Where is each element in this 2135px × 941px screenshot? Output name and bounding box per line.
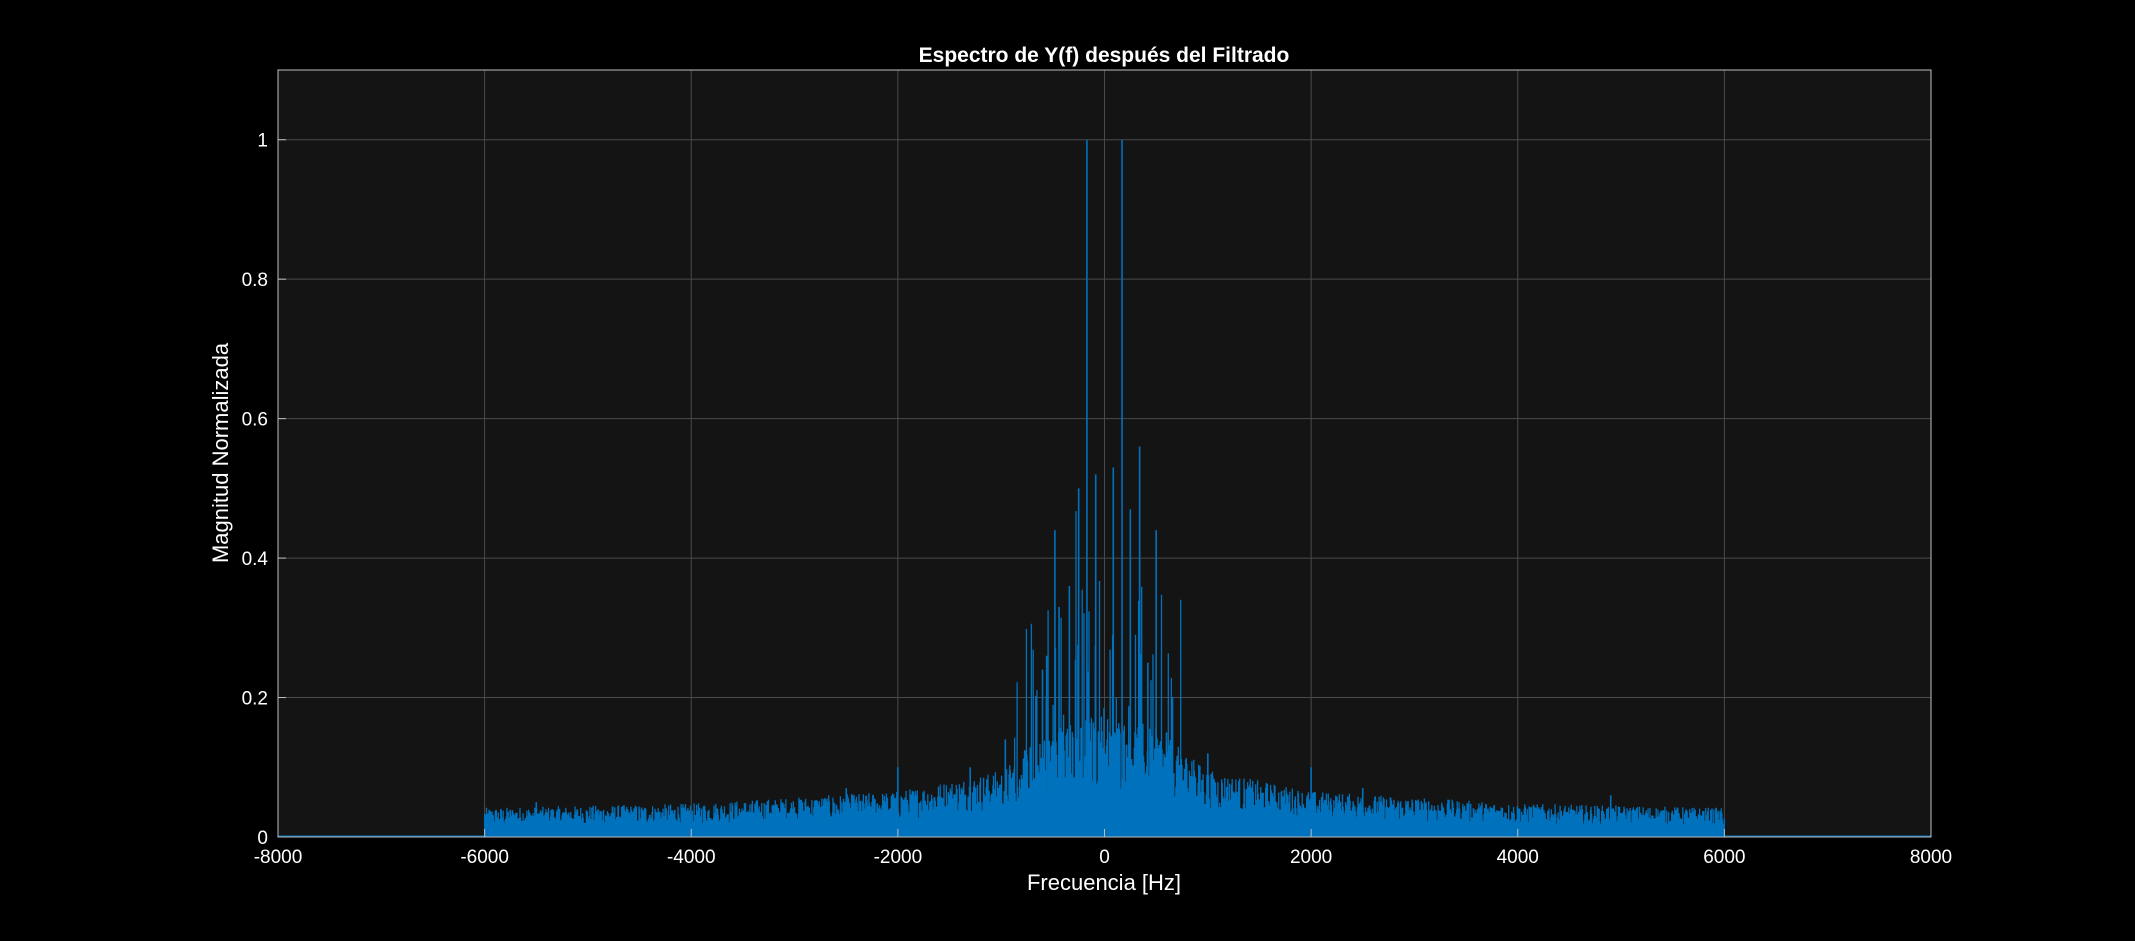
y-tick-label: 0.4 (242, 549, 269, 570)
x-tick-label: 0 (1099, 847, 1110, 868)
y-tick-label: 1 (257, 131, 268, 152)
x-tick-label: -8000 (254, 847, 303, 868)
y-tick-label: 0 (257, 828, 268, 849)
y-tick-label: 0.8 (242, 270, 268, 291)
x-tick-label: 2000 (1290, 847, 1332, 868)
chart-title: Espectro de Y(f) después del Filtrado (919, 44, 1290, 67)
grid (277, 70, 1932, 838)
y-tick-label: 0.2 (242, 689, 268, 710)
x-tick-label: 4000 (1497, 847, 1539, 868)
ticks: -8000 -6000 -4000 -2000 0 2000 4000 6000 8000 0 0.… (242, 131, 1953, 868)
x-tick-label: -6000 (460, 847, 509, 868)
x-tick-label: 6000 (1703, 847, 1745, 868)
x-axis-label: Frecuencia [Hz] (1027, 870, 1181, 895)
y-tick-label: 0.6 (242, 410, 268, 431)
y-axis-label: Magnitud Normalizada (208, 342, 233, 563)
x-tick-label: -4000 (667, 847, 716, 868)
x-tick-label: 8000 (1910, 847, 1952, 868)
x-tick-label: -2000 (874, 847, 923, 868)
